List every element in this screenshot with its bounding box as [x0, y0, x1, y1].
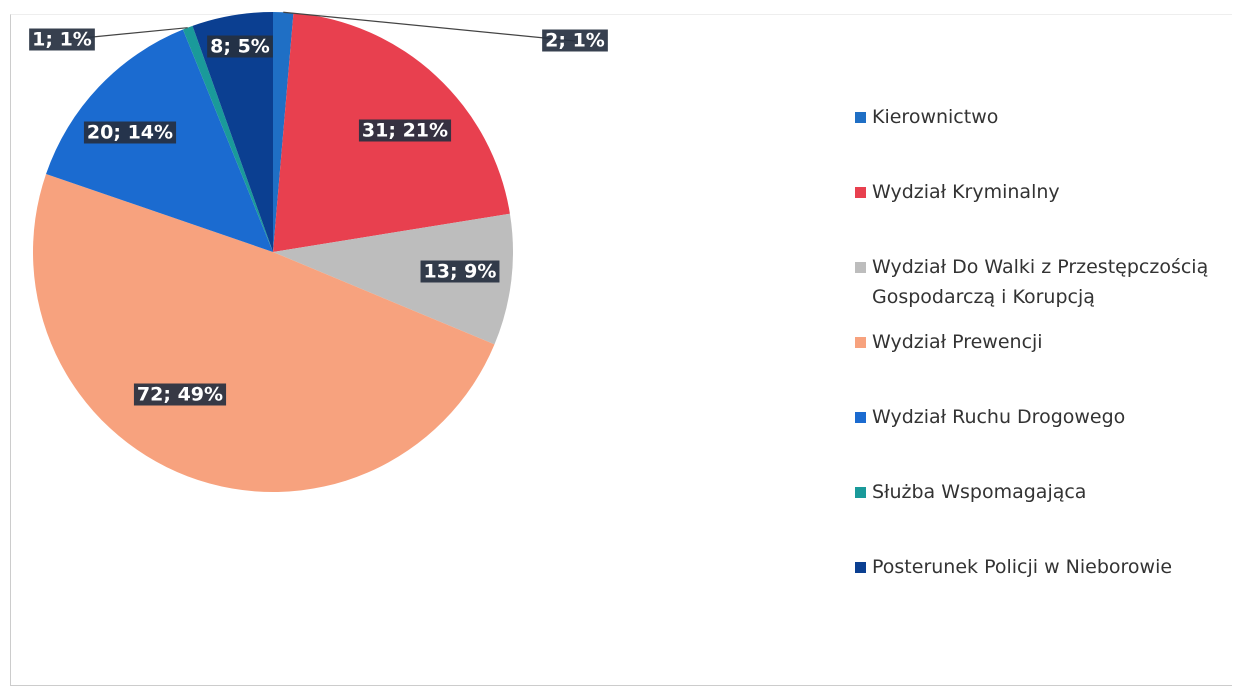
legend-item: Służba Wspomagająca [855, 477, 1225, 507]
legend-swatch [855, 487, 866, 498]
legend-swatch [855, 562, 866, 573]
legend-label: Posterunek Policji w Nieborowie [872, 556, 1173, 578]
legend-label: Wydział Kryminalny [872, 181, 1060, 203]
legend-item: Posterunek Policji w Nieborowie [855, 552, 1225, 582]
data-label: 1; 1% [32, 29, 92, 51]
data-label-bg [29, 28, 95, 51]
data-label-bg [207, 35, 273, 58]
pie-slice [192, 12, 273, 252]
legend-item: Wydział Prewencji [855, 327, 1225, 357]
legend-swatch [855, 112, 866, 123]
data-label: 8; 5% [210, 36, 270, 58]
legend-swatch [855, 187, 866, 198]
legend-label: Kierownictwo [872, 106, 999, 128]
data-label-bg [542, 29, 608, 52]
pie-slice [273, 12, 294, 252]
data-label-bg [420, 260, 500, 283]
legend-label: Wydział Do Walki z Przestępczością Gospo… [872, 256, 1209, 308]
pie-slice [273, 213, 513, 345]
legend-item: Wydział Do Walki z Przestępczością Gospo… [855, 252, 1225, 312]
data-label: 13; 9% [424, 261, 497, 283]
legend-item: Wydział Ruchu Drogowego [855, 402, 1225, 432]
data-label-bg [358, 119, 452, 142]
chart-frame [10, 14, 1232, 686]
data-label-bg [83, 121, 177, 144]
data-label-bg [133, 383, 227, 406]
data-label: 20; 14% [87, 122, 173, 144]
legend-label: Wydział Ruchu Drogowego [872, 406, 1126, 428]
pie-slice [32, 173, 495, 493]
legend-swatch [855, 412, 866, 423]
legend-label: Wydział Prewencji [872, 331, 1043, 353]
legend-item: Wydział Kryminalny [855, 177, 1225, 207]
leader-line [283, 11, 576, 42]
legend-label: Służba Wspomagająca [872, 481, 1087, 503]
legend-swatch [855, 337, 866, 348]
pie-slice [182, 25, 273, 252]
legend-item: Kierownictwo [855, 102, 1225, 132]
data-label: 2; 1% [545, 30, 605, 52]
data-label: 31; 21% [362, 120, 448, 142]
legend-swatch [855, 262, 866, 273]
data-label: 72; 49% [137, 384, 223, 406]
